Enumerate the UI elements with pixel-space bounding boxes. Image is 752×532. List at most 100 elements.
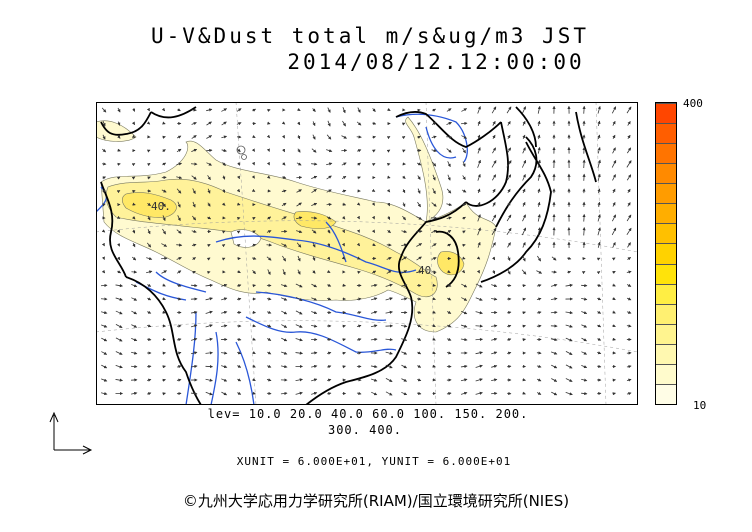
wind-vector <box>326 269 331 273</box>
wind-vector <box>446 351 452 355</box>
wind-vector <box>522 214 526 222</box>
wind-vector <box>582 159 586 169</box>
wind-vector <box>475 351 483 355</box>
wind-vector <box>491 378 498 382</box>
wind-vector <box>492 256 496 261</box>
wind-vector <box>460 324 468 328</box>
wind-vector <box>101 351 108 355</box>
wind-vector <box>550 283 558 287</box>
wind-vector <box>221 230 226 234</box>
wind-vector <box>102 134 106 140</box>
wind-vector <box>205 297 213 301</box>
wind-vector <box>550 338 558 342</box>
wind-vector <box>311 351 318 355</box>
wind-vector <box>176 270 182 274</box>
wind-vector <box>191 122 197 126</box>
wind-vector <box>296 216 303 220</box>
wind-vector <box>417 364 422 368</box>
wind-vector <box>565 311 573 315</box>
wind-vector <box>447 174 451 181</box>
wind-vector <box>522 311 526 315</box>
wind-vector <box>102 176 107 180</box>
wind-vector <box>326 189 332 193</box>
wind-vector <box>431 216 438 220</box>
wind-vector <box>507 202 511 207</box>
wind-vector <box>132 202 136 206</box>
wind-vector <box>447 269 451 274</box>
wind-vector <box>386 149 391 153</box>
wind-vector <box>477 241 481 248</box>
wind-vector <box>356 324 362 328</box>
wind-vector <box>205 337 213 341</box>
wind-vector <box>356 215 360 220</box>
vector-unit-text: XUNIT = 6.000E+01, YUNIT = 6.000E+01 <box>236 455 512 468</box>
wind-vector <box>565 378 573 382</box>
wind-vector <box>162 149 166 153</box>
wind-vector <box>176 338 182 342</box>
wind-vector <box>475 311 483 315</box>
wind-vector <box>266 351 272 355</box>
wind-vector <box>191 148 198 153</box>
wind-vector <box>311 175 318 180</box>
wind-vector <box>385 364 393 369</box>
wind-vector <box>296 202 302 207</box>
color-scale-segment <box>656 163 676 184</box>
wind-vector <box>266 148 270 152</box>
wind-vector <box>311 188 317 194</box>
wind-vector <box>565 391 573 396</box>
color-scale-segment <box>656 203 676 224</box>
wind-vector <box>446 122 452 125</box>
wind-vector <box>311 391 318 395</box>
wind-vector <box>356 351 362 355</box>
wind-vector <box>626 365 632 369</box>
wind-vector <box>536 324 542 328</box>
wind-vector <box>176 188 182 194</box>
wind-vector <box>221 351 228 355</box>
wind-vector <box>356 149 362 153</box>
wind-vector <box>281 324 288 328</box>
wind-vector <box>537 241 541 248</box>
wind-vector <box>431 243 437 247</box>
wind-vector <box>176 162 183 166</box>
wind-vector <box>627 242 631 248</box>
wind-vector <box>477 147 481 154</box>
wind-vector <box>477 214 481 222</box>
color-scale-bar <box>655 102 677 405</box>
wind-vector <box>146 378 152 382</box>
wind-vector <box>581 297 588 301</box>
wind-vector <box>266 378 272 382</box>
wind-vector <box>432 310 436 314</box>
wind-vector <box>416 243 423 247</box>
wind-vector <box>266 310 272 314</box>
wind-vector <box>266 337 272 341</box>
wind-vector <box>326 149 333 153</box>
wind-vector <box>221 283 228 287</box>
wind-vector <box>342 283 346 287</box>
wind-vector <box>387 202 391 207</box>
wind-vector <box>117 256 121 261</box>
wind-vector <box>295 378 303 382</box>
wind-vector <box>372 270 377 274</box>
wind-vector <box>371 391 378 396</box>
color-scale-segment <box>656 363 676 384</box>
wind-vector <box>431 161 437 167</box>
wind-vector <box>446 135 453 139</box>
wind-vector <box>475 337 484 342</box>
wind-vector <box>477 134 481 140</box>
wind-vector <box>536 364 542 368</box>
wind-vector <box>221 148 227 152</box>
wind-vector <box>176 135 182 139</box>
wind-vector <box>522 147 526 154</box>
wind-vector <box>611 159 617 168</box>
wind-vector <box>612 214 616 222</box>
wind-vector <box>521 227 527 236</box>
wind-vector <box>626 324 632 328</box>
wind-vector <box>537 214 541 222</box>
wind-vector <box>177 201 181 208</box>
wind-vector <box>521 269 527 275</box>
wind-vector <box>612 337 616 341</box>
wind-vector <box>205 378 213 382</box>
wind-vector <box>431 229 438 233</box>
wind-vector <box>401 283 408 287</box>
wind-vector <box>252 134 256 138</box>
